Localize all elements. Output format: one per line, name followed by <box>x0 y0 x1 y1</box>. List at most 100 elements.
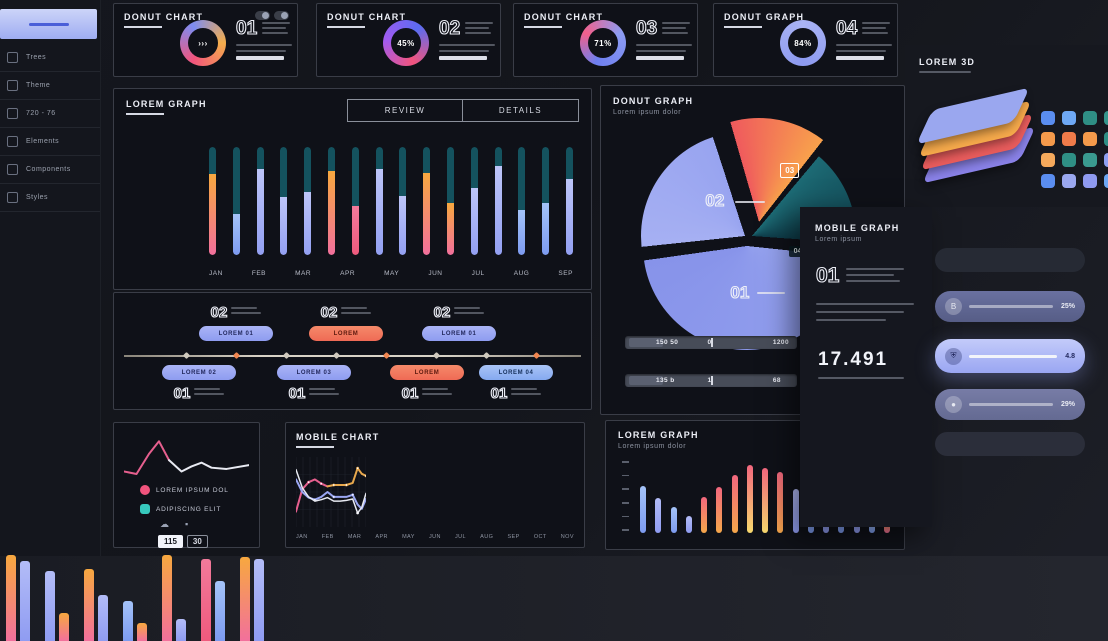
grid-tile[interactable] <box>1083 111 1097 125</box>
pill-item-2[interactable]: B 25% <box>935 291 1085 322</box>
text-line <box>439 56 487 60</box>
kpi-title-block: Donut Graph <box>724 12 804 28</box>
pill-item-1[interactable] <box>935 248 1085 272</box>
details-button[interactable]: Details <box>463 99 579 122</box>
x-axis-label: APR <box>340 270 356 277</box>
sidebar-item-styles[interactable]: Styles <box>0 184 100 212</box>
kpi-toggles <box>255 11 289 20</box>
legend-item: Lorem ipsum dol <box>140 485 229 495</box>
sidebar-item-elements[interactable]: Elements <box>0 128 100 156</box>
text-line <box>422 393 453 395</box>
grid-tile[interactable] <box>1062 111 1076 125</box>
grid-tile[interactable] <box>1041 153 1055 167</box>
timeline-pill[interactable]: LOREM <box>390 365 464 380</box>
main-bar-chart-card: Lorem Graph Review Details JAN FEB MAR APR M… <box>113 88 592 290</box>
grid-tile[interactable] <box>1062 174 1076 188</box>
badge-right[interactable]: 30 <box>186 535 208 548</box>
grid-tile[interactable] <box>1041 174 1055 188</box>
x-axis-label: SEP <box>558 270 573 277</box>
sidebar-item-theme[interactable]: Theme <box>0 72 100 100</box>
text-line <box>662 22 691 24</box>
grid-tile[interactable] <box>1104 153 1108 167</box>
sidebar-active-item[interactable] <box>0 9 97 39</box>
sidebar-item-720-76[interactable]: 720 - 76 <box>0 100 100 128</box>
text-line <box>194 393 225 395</box>
text-line <box>465 22 494 24</box>
timeline-number-row: 01 <box>173 385 225 402</box>
slider-value: 68 <box>772 377 781 384</box>
text-line <box>846 274 895 276</box>
timeline-pill[interactable]: LOREM <box>309 326 383 341</box>
corner-bar-group <box>123 601 147 641</box>
timeline-pill[interactable]: LOREM 04 <box>479 365 553 380</box>
bottom-bar <box>670 507 677 533</box>
timeline-text-lines <box>454 305 485 314</box>
grid-tile[interactable] <box>1083 153 1097 167</box>
grid-tile[interactable] <box>1041 132 1055 146</box>
pie-chart-card: Donut Graph Lorem ipsum dolor 02 01 03 0… <box>600 85 905 415</box>
timeline-number-row: 01 <box>401 385 453 402</box>
timeline-pill[interactable]: LOREM 01 <box>199 326 273 341</box>
badge-left[interactable]: 115 <box>158 535 183 548</box>
dot-icon[interactable]: ▪ <box>185 519 189 529</box>
timeline-pill[interactable]: LOREM 02 <box>162 365 236 380</box>
timeline-number: 01 <box>288 385 306 402</box>
bar-cap-segment <box>494 147 502 167</box>
pill-item-3[interactable]: ⛨ 4.8 <box>935 339 1085 373</box>
donut-center-value: 84% <box>794 38 812 48</box>
legend-label: Lorem ipsum dol <box>156 486 229 494</box>
kpi-card-02: Donut Chart 45% 02 <box>316 3 501 77</box>
toggle-switch[interactable] <box>274 11 289 20</box>
pill-item-4[interactable]: ● 29% <box>935 389 1085 420</box>
cloud-icon[interactable]: ☁ <box>160 519 169 529</box>
corner-bar <box>137 623 147 641</box>
bottom-bar <box>868 522 875 533</box>
toggle-switch[interactable] <box>255 11 270 20</box>
timeline-marker <box>382 351 391 360</box>
title-underline <box>126 113 164 115</box>
main-bar <box>542 147 550 255</box>
bottom-bar <box>731 475 738 533</box>
grid-tile[interactable] <box>1062 153 1076 167</box>
main-bar <box>327 147 335 255</box>
timeline-number-row: 02 <box>320 304 372 321</box>
legend-dot-pink <box>140 485 150 495</box>
main-bar <box>518 147 526 255</box>
main-bar <box>256 147 264 255</box>
text-line <box>439 44 495 46</box>
main-bar <box>494 147 502 255</box>
sidebar-items: Trees Theme 720 - 76 Elements Components Styl… <box>0 44 100 212</box>
text-line <box>862 32 889 34</box>
grid-tile[interactable] <box>1104 174 1108 188</box>
bar-cap-segment <box>351 147 359 207</box>
slider-fill <box>629 376 663 385</box>
grid-tile[interactable] <box>1041 111 1055 125</box>
donut-chart: 71% <box>580 20 626 66</box>
text-line <box>309 388 336 390</box>
bar-body-segment <box>565 179 573 255</box>
timeline-text-lines <box>511 386 542 395</box>
timeline-pill[interactable]: LOREM 01 <box>422 326 496 341</box>
range-slider-2[interactable]: 135 b 1 68 <box>625 374 797 387</box>
legend-item: Adipiscing elit <box>140 504 229 514</box>
timeline-marker <box>182 351 191 360</box>
timeline-card: 02 LOREM 01 02 LOREM 02 LOREM 01 LOREM 02 01 LOR… <box>113 292 592 410</box>
grid-tile[interactable] <box>1104 132 1108 146</box>
text-line <box>341 307 368 309</box>
pill-item-5[interactable] <box>935 432 1085 456</box>
grid-tile[interactable] <box>1104 111 1108 125</box>
range-slider-1[interactable]: 150 50 0 1200 <box>625 336 797 349</box>
corner-bar <box>254 559 264 641</box>
grid-tile[interactable] <box>1083 132 1097 146</box>
grid-tile[interactable] <box>1062 132 1076 146</box>
sidebar-item-components[interactable]: Components <box>0 156 100 184</box>
text-line <box>439 50 489 52</box>
timeline-pill[interactable]: LOREM 03 <box>277 365 351 380</box>
text-line <box>422 388 449 390</box>
text-line <box>636 56 684 60</box>
grid-tile[interactable] <box>1083 174 1097 188</box>
sidebar-item-trees[interactable]: Trees <box>0 44 100 72</box>
kpi-number: 02 <box>438 18 461 39</box>
review-button[interactable]: Review <box>347 99 463 122</box>
text-line <box>236 56 284 60</box>
